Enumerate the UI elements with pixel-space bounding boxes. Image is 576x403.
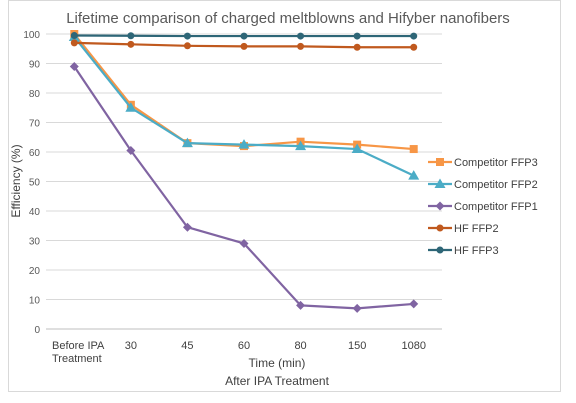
x-tick-label: 1080	[401, 340, 425, 352]
y-tick-labels: 0 10 20 30 40 50 60 70 80 90 100	[23, 30, 40, 336]
data-point	[410, 43, 418, 51]
data-point	[240, 42, 248, 50]
data-point	[183, 32, 191, 40]
data-point	[351, 143, 363, 154]
data-point	[409, 145, 418, 154]
y-tick-label: 80	[29, 89, 41, 100]
series-layer	[68, 30, 420, 313]
legend-item: HF FFP2	[428, 223, 499, 235]
data-point	[182, 222, 192, 232]
data-point	[239, 238, 249, 248]
grid-layer	[46, 33, 442, 330]
y-tick-label: 70	[29, 119, 41, 130]
x-tick-label: 45	[181, 340, 193, 352]
data-point	[70, 39, 78, 47]
data-point	[126, 146, 136, 156]
legend-label: HF FFP2	[454, 223, 499, 235]
legend-label: Competitor FFP1	[454, 201, 538, 213]
legend-swatch-marker	[436, 224, 444, 232]
y-tick-label: 90	[29, 60, 41, 71]
data-point	[353, 32, 361, 40]
series-hf-ffp3	[70, 31, 418, 40]
series-competitor-ffp2	[68, 31, 420, 180]
x-axis-label-secondary: After IPA Treatment	[225, 374, 329, 388]
legend-swatch-marker	[435, 201, 445, 211]
data-point	[410, 32, 418, 40]
data-point	[125, 102, 137, 112]
y-tick-label: 30	[29, 237, 41, 248]
legend-swatch-marker	[436, 246, 444, 254]
x-tick-label: 30	[125, 340, 137, 352]
legend-swatch-marker	[436, 158, 444, 166]
x-axis-label: Time (min)	[249, 356, 306, 370]
legend-item: HF FFP3	[428, 245, 499, 257]
series-competitor-ffp1	[69, 61, 419, 313]
data-point	[238, 139, 250, 149]
data-point	[297, 32, 305, 40]
legend-label: Competitor FFP2	[454, 179, 538, 191]
legend: Competitor FFP3 Competitor FFP2 Competitor…	[428, 157, 538, 257]
x-tick-label: 150	[348, 340, 366, 352]
y-tick-label: 40	[29, 207, 41, 218]
x-tick-label: 60	[238, 340, 250, 352]
data-point	[352, 303, 362, 313]
legend-label: HF FFP3	[454, 245, 499, 257]
y-tick-label: 60	[29, 148, 41, 159]
y-tick-label: 10	[29, 296, 41, 307]
legend-swatch-marker	[434, 178, 446, 188]
data-point	[408, 170, 420, 180]
y-tick-label: 0	[34, 325, 40, 336]
data-point	[69, 61, 79, 71]
x-tick-label: 80	[294, 340, 306, 352]
legend-item: Competitor FFP3	[428, 157, 538, 169]
data-point	[409, 299, 419, 309]
data-point	[297, 42, 305, 50]
data-point	[296, 300, 306, 310]
series-line	[73, 65, 414, 310]
x-tick-label: Before IPA Treatment	[52, 340, 105, 365]
x-tick-labels: Before IPA Treatment 30 45 60 80 150 1080	[52, 340, 426, 365]
data-point	[353, 43, 361, 51]
data-point	[70, 31, 78, 39]
series-hf-ffp2	[70, 39, 418, 51]
series-line	[73, 36, 415, 177]
y-tick-label: 20	[29, 266, 41, 277]
data-point	[127, 40, 135, 48]
data-point	[127, 32, 135, 40]
series-line	[73, 33, 414, 151]
legend-item: Competitor FFP2	[428, 178, 538, 191]
data-point	[181, 137, 193, 148]
data-point	[295, 140, 307, 151]
data-point	[183, 42, 191, 50]
y-axis-label: Efficiency (%)	[9, 144, 23, 217]
legend-item: Competitor FFP1	[428, 201, 538, 213]
chart-title: Lifetime comparison of charged meltblown…	[66, 10, 510, 27]
y-tick-label: 50	[29, 178, 41, 189]
y-tick-label: 100	[23, 30, 40, 41]
legend-label: Competitor FFP3	[454, 157, 538, 169]
data-point	[240, 32, 248, 40]
